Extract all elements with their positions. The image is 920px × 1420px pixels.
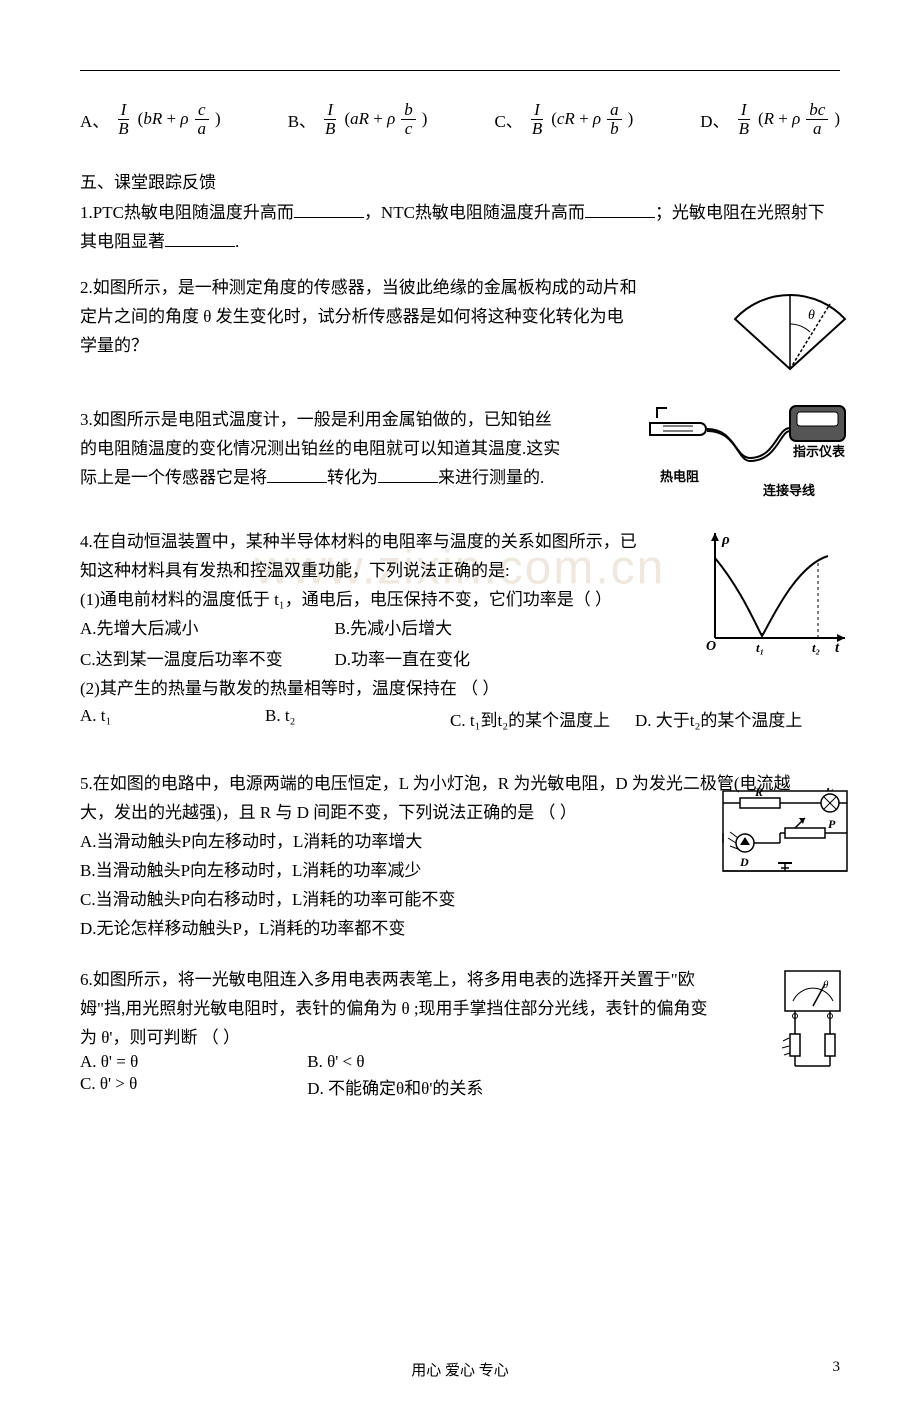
page-number: 3 (833, 1359, 841, 1376)
opt-d: D. 不能确定θ和θ'的关系 (307, 1074, 580, 1099)
svg-text:θ: θ (823, 979, 829, 991)
label: C、 (494, 107, 522, 132)
opt-b: B. θ' < θ (307, 1052, 580, 1072)
footer-text: 用心 爱心 专心 (411, 1363, 509, 1379)
horizontal-rule (80, 70, 840, 71)
label: B、 (288, 107, 316, 132)
svg-text:t₁: t₁ (756, 640, 764, 655)
thermometer-figure: 指示仪表 热电阻 连接导线 (645, 398, 850, 518)
question-5: 5.在如图的电路中，电源两端的电压恒定，L 为小灯泡，R 为光敏电阻，D 为发光… (80, 770, 840, 943)
svg-text:L: L (825, 788, 833, 794)
option-c: C、 I B (cR + ρ a b ) (494, 101, 633, 138)
opt-a: A.当滑动触头P向左移动时，L消耗的功率增大 (80, 828, 800, 857)
svg-text:ρ: ρ (721, 532, 730, 548)
opt2-b: B. t₂ (265, 706, 450, 731)
meter-label: 指示仪表 (793, 444, 846, 459)
opt-b: B.当滑动触头P向左移动时，L消耗的功率减少 (80, 857, 800, 886)
question-1: 1.PTC热敏电阻随温度升高而，NTC热敏电阻随温度升高而；光敏电阻在光照射下其… (80, 199, 840, 257)
svg-text:R: R (754, 788, 763, 799)
option-b: B、 I B (aR + ρ b c ) (288, 101, 428, 138)
label: A、 (80, 107, 109, 132)
blank (267, 482, 327, 483)
opt2-d: D. 大于t₂的某个温度上 (635, 706, 820, 731)
opt-c: C.当滑动触头P向右移动时，L消耗的功率可能不变 (80, 886, 800, 915)
svg-text:t₂: t₂ (812, 640, 820, 655)
opt-a: A. θ' = θ (80, 1052, 307, 1072)
multimeter-figure: θ (775, 966, 850, 1081)
resistor-label: 热电阻 (660, 469, 699, 484)
angle-sensor-figure: θ (730, 274, 850, 389)
blank (165, 246, 235, 247)
opt-c: C. θ' > θ (80, 1074, 307, 1099)
question-2: 2.如图所示，是一种测定角度的传感器，当彼此绝缘的金属板构成的动片和定片之间的角… (80, 274, 840, 384)
svg-text:D: D (739, 855, 749, 869)
blank (378, 482, 438, 483)
question-6: 6.如图所示，将一光敏电阻连入多用电表两表笔上，将多用电表的选择开关置于"欧姆"… (80, 966, 840, 1100)
question-3: 3.如图所示是电阻式温度计，一般是利用金属铂做的，已知铂丝 的电阻随温度的变化情… (80, 406, 840, 506)
svg-text:O: O (706, 639, 716, 654)
opt-c: C.达到某一温度后功率不变 (80, 646, 335, 675)
formula-options: A、 I B (bR + ρ c a ) B、 I B (aR + ρ b c (80, 101, 840, 138)
question-2-text: 2.如图所示，是一种测定角度的传感器，当彼此绝缘的金属板构成的动片和定片之间的角… (80, 274, 640, 361)
svg-text:P: P (828, 817, 836, 831)
rho-t-graph: ρ t O t₁ t₂ (700, 528, 850, 663)
svg-text:t: t (835, 640, 840, 656)
theta-label: θ (808, 308, 815, 323)
question-4: www.zixin.com.cn 4.在自动恒温装置中，某种半导体材料的电阻率与… (80, 528, 840, 748)
circuit-figure: R L P D (720, 788, 850, 883)
label: D、 (700, 107, 729, 132)
opt-d: D.无论怎样移动触头P，L消耗的功率都不变 (80, 915, 800, 944)
opt-d: D.功率一直在变化 (335, 646, 640, 675)
wire-label: 连接导线 (763, 483, 815, 498)
opt2-a: A. t₁ (80, 706, 265, 731)
opt2-c: C. t₁到t₂的某个温度上 (450, 706, 635, 731)
opt-b: B.先减小后增大 (335, 615, 640, 644)
page: A、 I B (bR + ρ c a ) B、 I B (aR + ρ b c (0, 0, 920, 1420)
opt-a: A.先增大后减小 (80, 615, 335, 644)
footer: 用心 爱心 专心 3 (80, 1359, 840, 1380)
option-d: D、 I B (R + ρ bc a ) (700, 101, 840, 138)
blank (585, 217, 655, 218)
section-5-title: 五、课堂跟踪反馈 (80, 168, 840, 193)
option-a: A、 I B (bR + ρ c a ) (80, 101, 221, 138)
blank (294, 217, 364, 218)
